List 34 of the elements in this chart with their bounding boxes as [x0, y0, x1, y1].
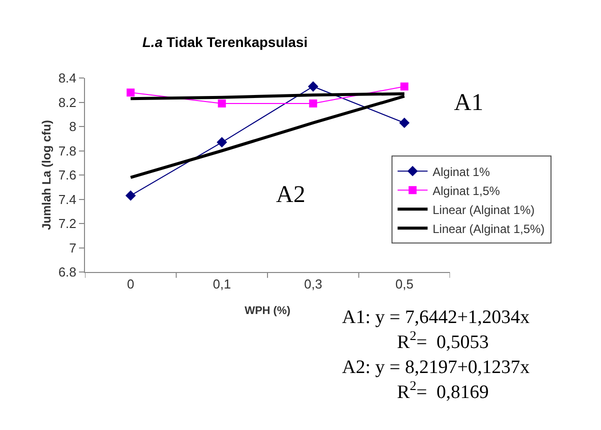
- x-tick-label: 0,1: [212, 276, 231, 292]
- point: [399, 118, 410, 128]
- point: [309, 99, 318, 108]
- y-tick-label: 7.6: [58, 168, 76, 183]
- legend-label: Alginat 1%: [432, 164, 490, 179]
- point: [308, 81, 318, 92]
- text: A1: [454, 90, 484, 116]
- x-axis-title: WPH (%): [244, 304, 291, 317]
- text: R$^{2}$= 0,5053: [397, 328, 489, 353]
- y-tick-label: 6.8: [58, 264, 76, 280]
- y-tick-label: 7.4: [58, 192, 76, 207]
- annotation: A2: [276, 182, 306, 208]
- y-tick-label: 7: [69, 240, 76, 256]
- point: [400, 82, 408, 90]
- text: A2: y = 8,2197+0,1237x: [342, 357, 530, 378]
- y-tick-label: 8.2: [58, 94, 76, 110]
- point: [216, 137, 228, 148]
- point: [125, 190, 136, 201]
- x-tick-label: 0,5: [395, 276, 414, 292]
- y-tick-label: 8: [69, 119, 76, 134]
- legend-label: Linear (Alginat 1%): [432, 202, 535, 217]
- text: A1: y = 7,6442+1,2034x: [342, 307, 530, 328]
- point: [218, 99, 226, 108]
- legend-label: Alginat 1,5%: [432, 184, 500, 198]
- y-tick-label: 7.2: [58, 216, 76, 232]
- y-axis-title: Jumlah La (log cfu): [40, 120, 54, 230]
- y-tick-label: 8.4: [58, 70, 76, 86]
- x-tick-label: 0: [127, 276, 134, 292]
- y-tick-label: 7.8: [58, 143, 76, 158]
- legend-label: Linear (Alginat 1,5%): [432, 222, 545, 236]
- chart-title: L.a Tidak Terenkapsulasi: [142, 34, 308, 50]
- x-tick-label: 0,3: [304, 276, 322, 292]
- point: [126, 88, 135, 97]
- text: R$^{2}$= 0,8169: [397, 378, 489, 403]
